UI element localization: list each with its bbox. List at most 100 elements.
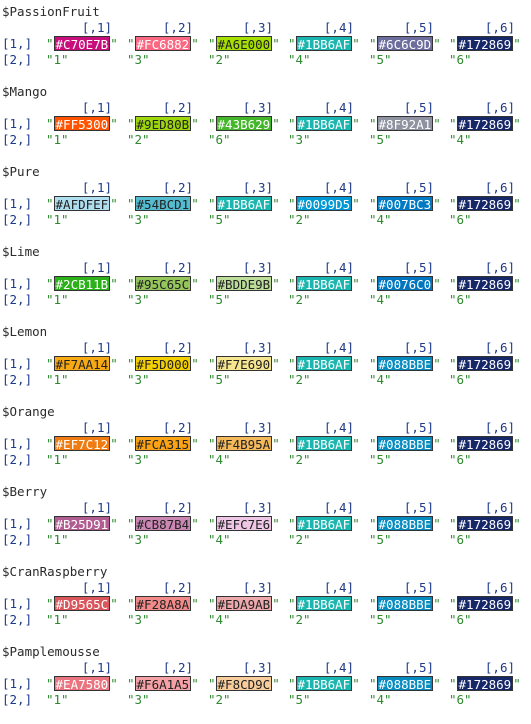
color-cell: " #172869 " bbox=[449, 116, 521, 132]
color-cell: " #172869 " bbox=[449, 516, 521, 532]
row-label: [1,] bbox=[2, 276, 33, 291]
column-header: [,2] bbox=[162, 260, 193, 275]
column-header: [,4] bbox=[323, 260, 354, 275]
color-swatch: #007BC3 bbox=[376, 196, 434, 212]
color-swatch: #1BB6AF bbox=[215, 196, 273, 212]
color-cell: " #FCA315 " bbox=[127, 436, 199, 452]
color-cell: " #088BBE " bbox=[369, 356, 441, 372]
order-cell: "5" bbox=[369, 52, 392, 67]
order-cell: "6" bbox=[449, 52, 472, 67]
order-cell: "1" bbox=[46, 692, 69, 707]
color-cell: " #EFC7E6 " bbox=[208, 516, 280, 532]
order-cell: "5" bbox=[369, 132, 392, 147]
palette-name: $CranRaspberry bbox=[2, 564, 108, 579]
order-cell: "2" bbox=[208, 52, 231, 67]
column-header: [,6] bbox=[484, 580, 515, 595]
order-row: [2,] "1" "3" "5" "2" "4" "6" bbox=[2, 292, 529, 308]
row-label: [1,] bbox=[2, 36, 33, 51]
color-cell: " #088BBE " bbox=[369, 516, 441, 532]
color-swatch: #AFDFEF bbox=[53, 196, 111, 212]
palette-block: $Orange [,1] [,2] [,3] [,4] [,5] [,6] [1,] " #EF7… bbox=[2, 404, 529, 484]
order-cell: "5" bbox=[369, 532, 392, 547]
color-cell: " #172869 " bbox=[449, 596, 521, 612]
color-cell: " #1BB6AF " bbox=[288, 116, 360, 132]
order-cell: "4" bbox=[449, 132, 472, 147]
column-header-row: [,1] [,2] [,3] [,4] [,5] [,6] bbox=[2, 580, 529, 596]
column-header: [,5] bbox=[403, 340, 434, 355]
color-cell: " #1BB6AF " bbox=[288, 676, 360, 692]
color-cell: " #FC6882 " bbox=[127, 36, 199, 52]
row-label: [2,] bbox=[2, 452, 33, 467]
order-cell: "1" bbox=[46, 612, 69, 627]
row-label: [2,] bbox=[2, 612, 33, 627]
color-cell: " #9ED80B " bbox=[127, 116, 199, 132]
order-cell: "3" bbox=[127, 372, 150, 387]
color-swatch: #43B629 bbox=[215, 116, 273, 132]
column-header: [,3] bbox=[242, 20, 273, 35]
color-swatch: #088BBE bbox=[376, 596, 434, 612]
order-cell: "4" bbox=[288, 52, 311, 67]
column-header: [,2] bbox=[162, 580, 193, 595]
row-label: [2,] bbox=[2, 532, 33, 547]
column-header: [,1] bbox=[81, 500, 112, 515]
color-swatch: #1BB6AF bbox=[295, 516, 353, 532]
column-header: [,4] bbox=[323, 180, 354, 195]
column-header: [,6] bbox=[484, 260, 515, 275]
order-cell: "4" bbox=[369, 292, 392, 307]
column-header-row: [,1] [,2] [,3] [,4] [,5] [,6] bbox=[2, 180, 529, 196]
color-cell: " #172869 " bbox=[449, 676, 521, 692]
color-swatch: #BDDE9B bbox=[215, 276, 273, 292]
column-header-row: [,1] [,2] [,3] [,4] [,5] [,6] bbox=[2, 660, 529, 676]
row-label: [1,] bbox=[2, 356, 33, 371]
color-cell: " #FF5300 " bbox=[46, 116, 118, 132]
palette-block: $PassionFruit [,1] [,2] [,3] [,4] [,5] [,6] [1,… bbox=[2, 4, 529, 84]
color-cell: " #95C65C " bbox=[127, 276, 199, 292]
color-swatch: #F5D000 bbox=[134, 356, 192, 372]
order-row: [2,] "1" "3" "2" "5" "4" "6" bbox=[2, 692, 529, 708]
column-header: [,5] bbox=[403, 20, 434, 35]
color-row: [1,] " #2CB11B " " #95C65C " " #BDDE9B " " #1BB6AF "… bbox=[2, 276, 529, 292]
color-row: [1,] " #B25D91 " " #CB87B4 " " #EFC7E6 " " #1BB6AF "… bbox=[2, 516, 529, 532]
color-row: [1,] " #C70E7B " " #FC6882 " " #A6E000 " " #1BB6AF "… bbox=[2, 36, 529, 52]
color-cell: " #F7AA14 " bbox=[46, 356, 118, 372]
color-cell: " #D9565C " bbox=[46, 596, 118, 612]
color-cell: " #2CB11B " bbox=[46, 276, 118, 292]
column-header: [,6] bbox=[484, 500, 515, 515]
color-cell: " #172869 " bbox=[449, 36, 521, 52]
color-swatch: #F8CD9C bbox=[215, 676, 273, 692]
order-row: [2,] "1" "3" "4" "2" "5" "6" bbox=[2, 452, 529, 468]
color-swatch: #172869 bbox=[456, 36, 514, 52]
column-header: [,3] bbox=[242, 420, 273, 435]
column-header: [,4] bbox=[323, 500, 354, 515]
order-row: [2,] "1" "3" "2" "4" "5" "6" bbox=[2, 52, 529, 68]
order-cell: "5" bbox=[208, 372, 231, 387]
palette-name: $PassionFruit bbox=[2, 4, 100, 19]
order-cell: "2" bbox=[208, 692, 231, 707]
order-row: [2,] "1" "3" "5" "2" "4" "6" bbox=[2, 212, 529, 228]
color-swatch: #172869 bbox=[456, 516, 514, 532]
palette-block: $CranRaspberry [,1] [,2] [,3] [,4] [,5] [,6] [1… bbox=[2, 564, 529, 644]
color-cell: " #B25D91 " bbox=[46, 516, 118, 532]
order-cell: "2" bbox=[288, 372, 311, 387]
order-cell: "1" bbox=[46, 212, 69, 227]
color-cell: " #8F92A1 " bbox=[369, 116, 441, 132]
color-cell: " #A6E000 " bbox=[208, 36, 280, 52]
order-cell: "4" bbox=[369, 212, 392, 227]
column-header-row: [,1] [,2] [,3] [,4] [,5] [,6] bbox=[2, 100, 529, 116]
order-cell: "3" bbox=[127, 452, 150, 467]
order-cell: "2" bbox=[288, 612, 311, 627]
palette-block: $Berry [,1] [,2] [,3] [,4] [,5] [,6] [1,] " #B25D… bbox=[2, 484, 529, 564]
column-header: [,1] bbox=[81, 260, 112, 275]
column-header: [,5] bbox=[403, 100, 434, 115]
color-cell: " #172869 " bbox=[449, 356, 521, 372]
color-swatch: #F7E690 bbox=[215, 356, 273, 372]
column-header: [,5] bbox=[403, 660, 434, 675]
order-row: [2,] "1" "3" "5" "2" "4" "6" bbox=[2, 372, 529, 388]
color-cell: " #1BB6AF " bbox=[288, 436, 360, 452]
order-cell: "6" bbox=[449, 212, 472, 227]
order-cell: "3" bbox=[127, 612, 150, 627]
color-row: [1,] " #EF7C12 " " #FCA315 " " #F4B95A " " #1BB6AF "… bbox=[2, 436, 529, 452]
row-label: [2,] bbox=[2, 52, 33, 67]
color-swatch: #172869 bbox=[456, 196, 514, 212]
order-cell: "3" bbox=[127, 212, 150, 227]
